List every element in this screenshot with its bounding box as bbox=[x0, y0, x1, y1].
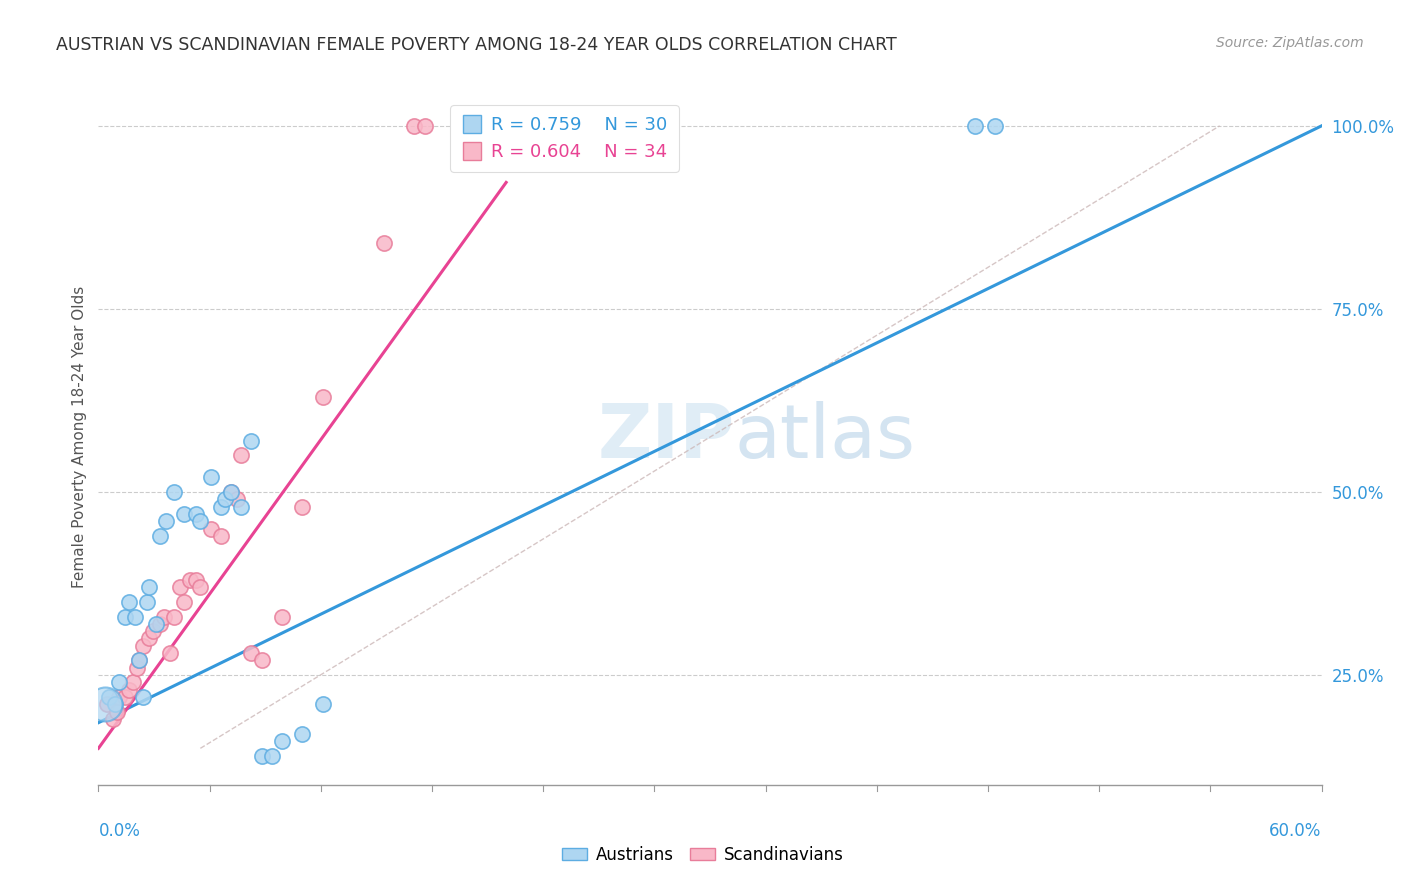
Point bbox=[250, 653, 273, 667]
Point bbox=[155, 514, 177, 528]
Text: 0.0%: 0.0% bbox=[98, 822, 141, 839]
Point bbox=[169, 580, 191, 594]
Point bbox=[149, 616, 172, 631]
Point bbox=[118, 682, 141, 697]
Point bbox=[179, 573, 201, 587]
Point bbox=[138, 580, 160, 594]
Point bbox=[404, 119, 426, 133]
Point bbox=[152, 609, 174, 624]
Point bbox=[163, 485, 186, 500]
Text: 60.0%: 60.0% bbox=[1270, 822, 1322, 839]
Point bbox=[219, 485, 242, 500]
Point bbox=[226, 492, 249, 507]
Point bbox=[128, 653, 150, 667]
Point bbox=[96, 698, 118, 712]
Text: ZIP: ZIP bbox=[598, 401, 734, 474]
Point bbox=[965, 119, 987, 133]
Point bbox=[209, 529, 232, 543]
Text: Source: ZipAtlas.com: Source: ZipAtlas.com bbox=[1216, 36, 1364, 50]
Point bbox=[209, 500, 232, 514]
Point bbox=[373, 235, 395, 250]
Point bbox=[240, 434, 263, 448]
Point bbox=[163, 609, 186, 624]
Point bbox=[240, 646, 263, 660]
Point bbox=[128, 653, 150, 667]
Point bbox=[132, 639, 155, 653]
Legend: Austrians, Scandinavians: Austrians, Scandinavians bbox=[555, 839, 851, 871]
Point bbox=[127, 661, 149, 675]
Point bbox=[231, 500, 253, 514]
Point bbox=[145, 616, 167, 631]
Point bbox=[132, 690, 155, 704]
Point bbox=[114, 690, 136, 704]
Point bbox=[138, 632, 160, 646]
Point bbox=[413, 119, 436, 133]
Point bbox=[142, 624, 165, 639]
Point bbox=[149, 529, 172, 543]
Point bbox=[270, 734, 294, 748]
Point bbox=[260, 748, 283, 763]
Point bbox=[124, 609, 146, 624]
Point bbox=[97, 690, 120, 704]
Point bbox=[136, 595, 159, 609]
Point bbox=[200, 522, 222, 536]
Point bbox=[114, 609, 136, 624]
Point bbox=[108, 690, 131, 704]
Point bbox=[104, 698, 127, 712]
Point bbox=[984, 119, 1007, 133]
Point bbox=[173, 507, 195, 521]
Point bbox=[219, 485, 242, 500]
Point bbox=[270, 609, 294, 624]
Point bbox=[188, 514, 212, 528]
Legend: R = 0.759    N = 30, R = 0.604    N = 34: R = 0.759 N = 30, R = 0.604 N = 34 bbox=[450, 105, 679, 172]
Point bbox=[101, 712, 124, 726]
Point bbox=[188, 580, 212, 594]
Point bbox=[250, 748, 273, 763]
Text: atlas: atlas bbox=[734, 401, 915, 474]
Point bbox=[93, 698, 115, 712]
Point bbox=[312, 390, 335, 404]
Point bbox=[186, 507, 208, 521]
Y-axis label: Female Poverty Among 18-24 Year Olds: Female Poverty Among 18-24 Year Olds bbox=[72, 286, 87, 588]
Point bbox=[105, 705, 128, 719]
Point bbox=[159, 646, 181, 660]
Point bbox=[173, 595, 195, 609]
Point bbox=[186, 573, 208, 587]
Point bbox=[291, 727, 314, 741]
Point bbox=[200, 470, 222, 484]
Point bbox=[108, 675, 131, 690]
Point bbox=[122, 675, 145, 690]
Point bbox=[214, 492, 236, 507]
Text: AUSTRIAN VS SCANDINAVIAN FEMALE POVERTY AMONG 18-24 YEAR OLDS CORRELATION CHART: AUSTRIAN VS SCANDINAVIAN FEMALE POVERTY … bbox=[56, 36, 897, 54]
Point bbox=[291, 500, 314, 514]
Point bbox=[118, 595, 141, 609]
Point bbox=[231, 449, 253, 463]
Point bbox=[312, 698, 335, 712]
